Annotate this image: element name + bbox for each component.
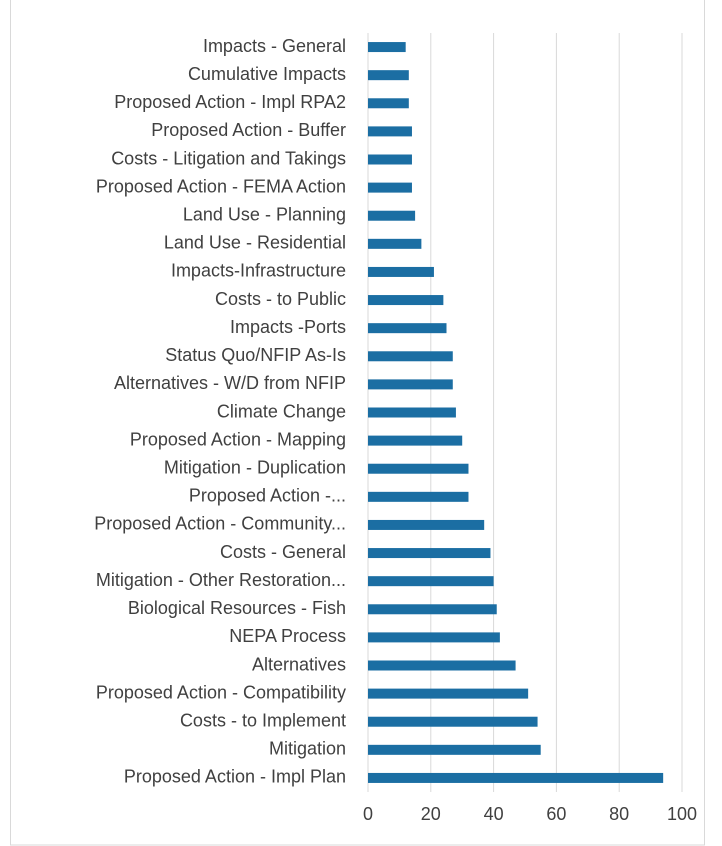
- bar: [368, 295, 444, 306]
- y-tick-label: Status Quo/NFIP As-Is: [165, 345, 346, 365]
- y-tick-label: Mitigation - Other Restoration...: [96, 570, 346, 590]
- y-tick-label: Impacts - General: [203, 36, 346, 56]
- bar: [368, 42, 406, 53]
- y-tick-label: Impacts -Ports: [230, 317, 346, 337]
- y-tick-label: Proposed Action - Buffer: [151, 120, 346, 140]
- y-tick-label: Land Use - Residential: [164, 233, 346, 253]
- x-tick-label: 40: [484, 804, 504, 824]
- bar: [368, 351, 453, 362]
- bar: [368, 435, 463, 446]
- x-tick-label: 60: [546, 804, 566, 824]
- bar: [368, 98, 409, 109]
- bar: [368, 407, 456, 418]
- bar: [368, 491, 469, 502]
- y-tick-label: Land Use - Planning: [183, 204, 346, 224]
- y-tick-label: Proposed Action - Impl RPA2: [114, 92, 346, 112]
- y-tick-label: Proposed Action - Community...: [94, 514, 346, 534]
- bar: [368, 379, 453, 390]
- bar: [368, 604, 497, 615]
- bar: [368, 266, 434, 277]
- bar: [368, 519, 485, 530]
- bar: [368, 688, 529, 699]
- bar: [368, 238, 422, 249]
- bar: [368, 463, 469, 474]
- bar: [368, 576, 494, 587]
- bar: [368, 154, 412, 165]
- y-tick-label: Costs - General: [220, 542, 346, 562]
- y-tick-label: Mitigation - Duplication: [164, 457, 346, 477]
- y-tick-label: Alternatives - W/D from NFIP: [114, 373, 346, 393]
- chart-border: [10, 0, 705, 846]
- y-tick-label: Proposed Action - FEMA Action: [96, 176, 346, 196]
- x-tick-label: 0: [363, 804, 373, 824]
- y-tick-label: Cumulative Impacts: [188, 64, 346, 84]
- bar: [368, 660, 516, 671]
- bar: [368, 210, 416, 221]
- y-tick-label: Biological Resources - Fish: [128, 598, 346, 618]
- y-tick-label: Costs - Litigation and Takings: [111, 148, 346, 168]
- y-tick-label: Climate Change: [217, 401, 346, 421]
- x-tick-label: 80: [609, 804, 629, 824]
- bar: [368, 632, 500, 643]
- y-tick-label: Mitigation: [269, 739, 346, 759]
- y-tick-label: Proposed Action -...: [189, 486, 346, 506]
- x-tick-label: 100: [667, 804, 697, 824]
- y-tick-label: Proposed Action - Mapping: [130, 429, 346, 449]
- bar: [368, 323, 447, 334]
- y-tick-label: Costs - to Implement: [180, 710, 346, 730]
- bar: [368, 744, 541, 755]
- y-tick-label: NEPA Process: [229, 626, 346, 646]
- bar: [368, 772, 664, 783]
- y-tick-label: Proposed Action - Impl Plan: [124, 767, 346, 787]
- bar: [368, 126, 412, 137]
- bar: [368, 716, 538, 727]
- y-tick-label: Costs - to Public: [215, 289, 346, 309]
- y-tick-label: Impacts-Infrastructure: [171, 261, 346, 281]
- x-tick-label: 20: [421, 804, 441, 824]
- bar: [368, 182, 412, 193]
- y-tick-label: Alternatives: [252, 654, 346, 674]
- bar: [368, 70, 409, 81]
- y-tick-label: Proposed Action - Compatibility: [96, 682, 346, 702]
- bar: [368, 548, 491, 559]
